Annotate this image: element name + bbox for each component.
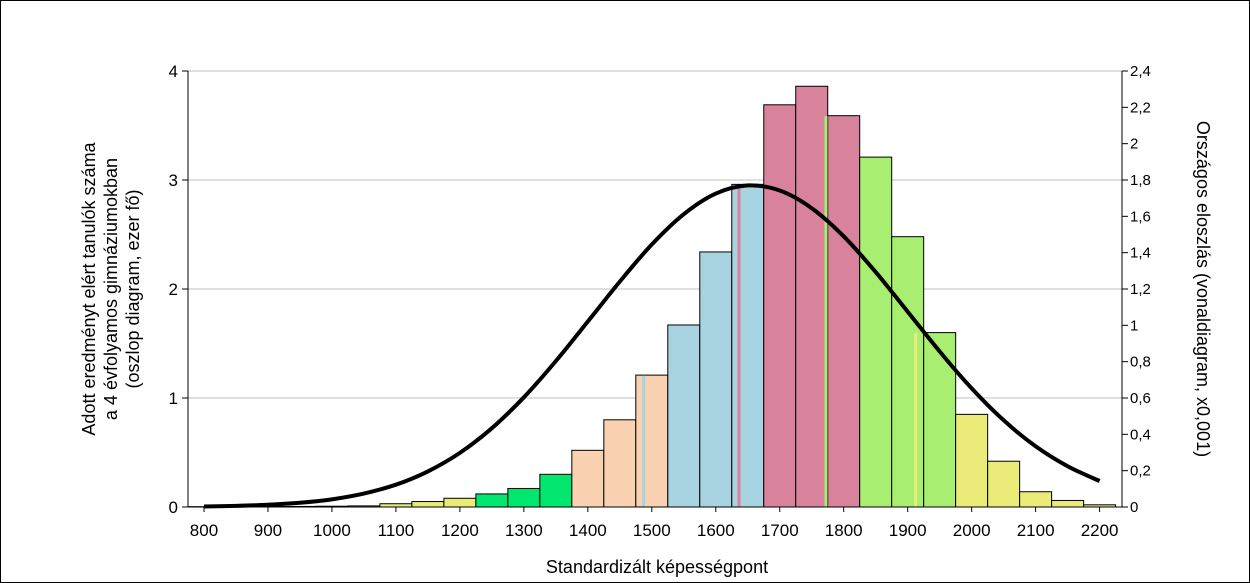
bar-color-split [914,333,918,507]
bar [827,115,861,508]
bar [891,236,925,508]
right-y-tick-label: 0,2 [1130,463,1151,480]
x-axis-label: Standardizált képességpont [546,557,768,577]
left-y-tick-label: 0 [169,498,178,517]
bar [411,501,445,508]
x-tick-label: 1000 [313,521,351,540]
right-y-tick-label: 0,8 [1130,354,1151,371]
bar [923,332,957,508]
bar [1019,491,1053,508]
gridlines [188,70,1122,399]
bar [635,374,669,508]
bar-color-splits [482,116,918,508]
x-tick-label: 1900 [889,521,927,540]
bar [731,183,765,508]
x-tick-label: 2100 [1017,521,1055,540]
bar-color-split [824,116,828,507]
right-y-tick-label: 1 [1130,317,1138,334]
x-tick-label: 900 [254,521,282,540]
bar [475,493,509,508]
x-tick-label: 1700 [761,521,799,540]
x-tick-label: 1300 [505,521,543,540]
bar [699,251,733,508]
left-axis-label-line2: a 4 évfolyamos gimnáziumokban [101,158,121,420]
x-tick-label: 1600 [697,521,735,540]
right-y-tick-label: 1,4 [1130,245,1151,262]
bar [507,487,541,508]
x-tick-label: 2200 [1081,521,1119,540]
left-y-tick-label: 2 [169,280,178,299]
bar [667,324,701,508]
left-axis-label-line1: Adott eredményt elért tanulók száma [79,141,99,435]
right-y-tick-label: 2 [1130,136,1138,153]
bar [987,460,1021,508]
x-tick-label: 1100 [378,521,415,540]
bar-color-split [737,184,741,508]
x-tick-label: 1500 [633,521,671,540]
right-y-tick-label: 0,4 [1130,426,1151,443]
bar [859,156,893,508]
bar [795,85,829,508]
right-y-tick-labels: 0 0,2 0,4 0,6 0,8 1 1,2 1,4 1,6 1,8 2 2,2 2,4 [1130,63,1151,516]
left-axis-label-line3: (oszlop diagram, ezer fő) [123,189,143,388]
right-y-tick-label: 0 [1130,499,1138,516]
bar [763,104,797,508]
left-y-tick-label: 4 [169,62,178,81]
left-y-tick-labels: 0 1 2 3 4 [169,62,178,517]
right-y-tick-label: 2,2 [1130,99,1151,116]
bars [187,85,1117,508]
right-axis-label: Országos eloszlás (vonaldiagram, x0,001) [1193,121,1213,457]
national-distribution-line [203,183,1101,509]
right-y-tick-label: 0,6 [1130,390,1151,407]
x-tick-label: 1400 [569,521,607,540]
bar [539,473,573,508]
right-y-tick-label: 1,2 [1130,281,1151,298]
left-y-tick-label: 3 [169,171,178,190]
right-y-tick-label: 2,4 [1130,63,1151,80]
bar-color-split [482,494,486,507]
bar [443,497,477,508]
right-y-tick-label: 1,8 [1130,172,1151,189]
left-y-tick-label: 1 [169,389,178,408]
x-tick-label: 2000 [953,521,991,540]
x-tick-label: 1800 [825,521,863,540]
x-tick-label: 1200 [441,521,479,540]
bar [603,419,637,508]
bar [955,413,989,508]
right-y-tick-label: 1,6 [1130,208,1151,225]
bar-color-split [642,375,646,507]
bar [571,449,605,508]
axes [182,70,1128,512]
x-tick-label: 800 [190,521,218,540]
x-tick-labels: 800 900 1000 1100 1200 1300 1400 1500 1600 1700 18… [190,521,1119,540]
bar [1051,499,1085,508]
